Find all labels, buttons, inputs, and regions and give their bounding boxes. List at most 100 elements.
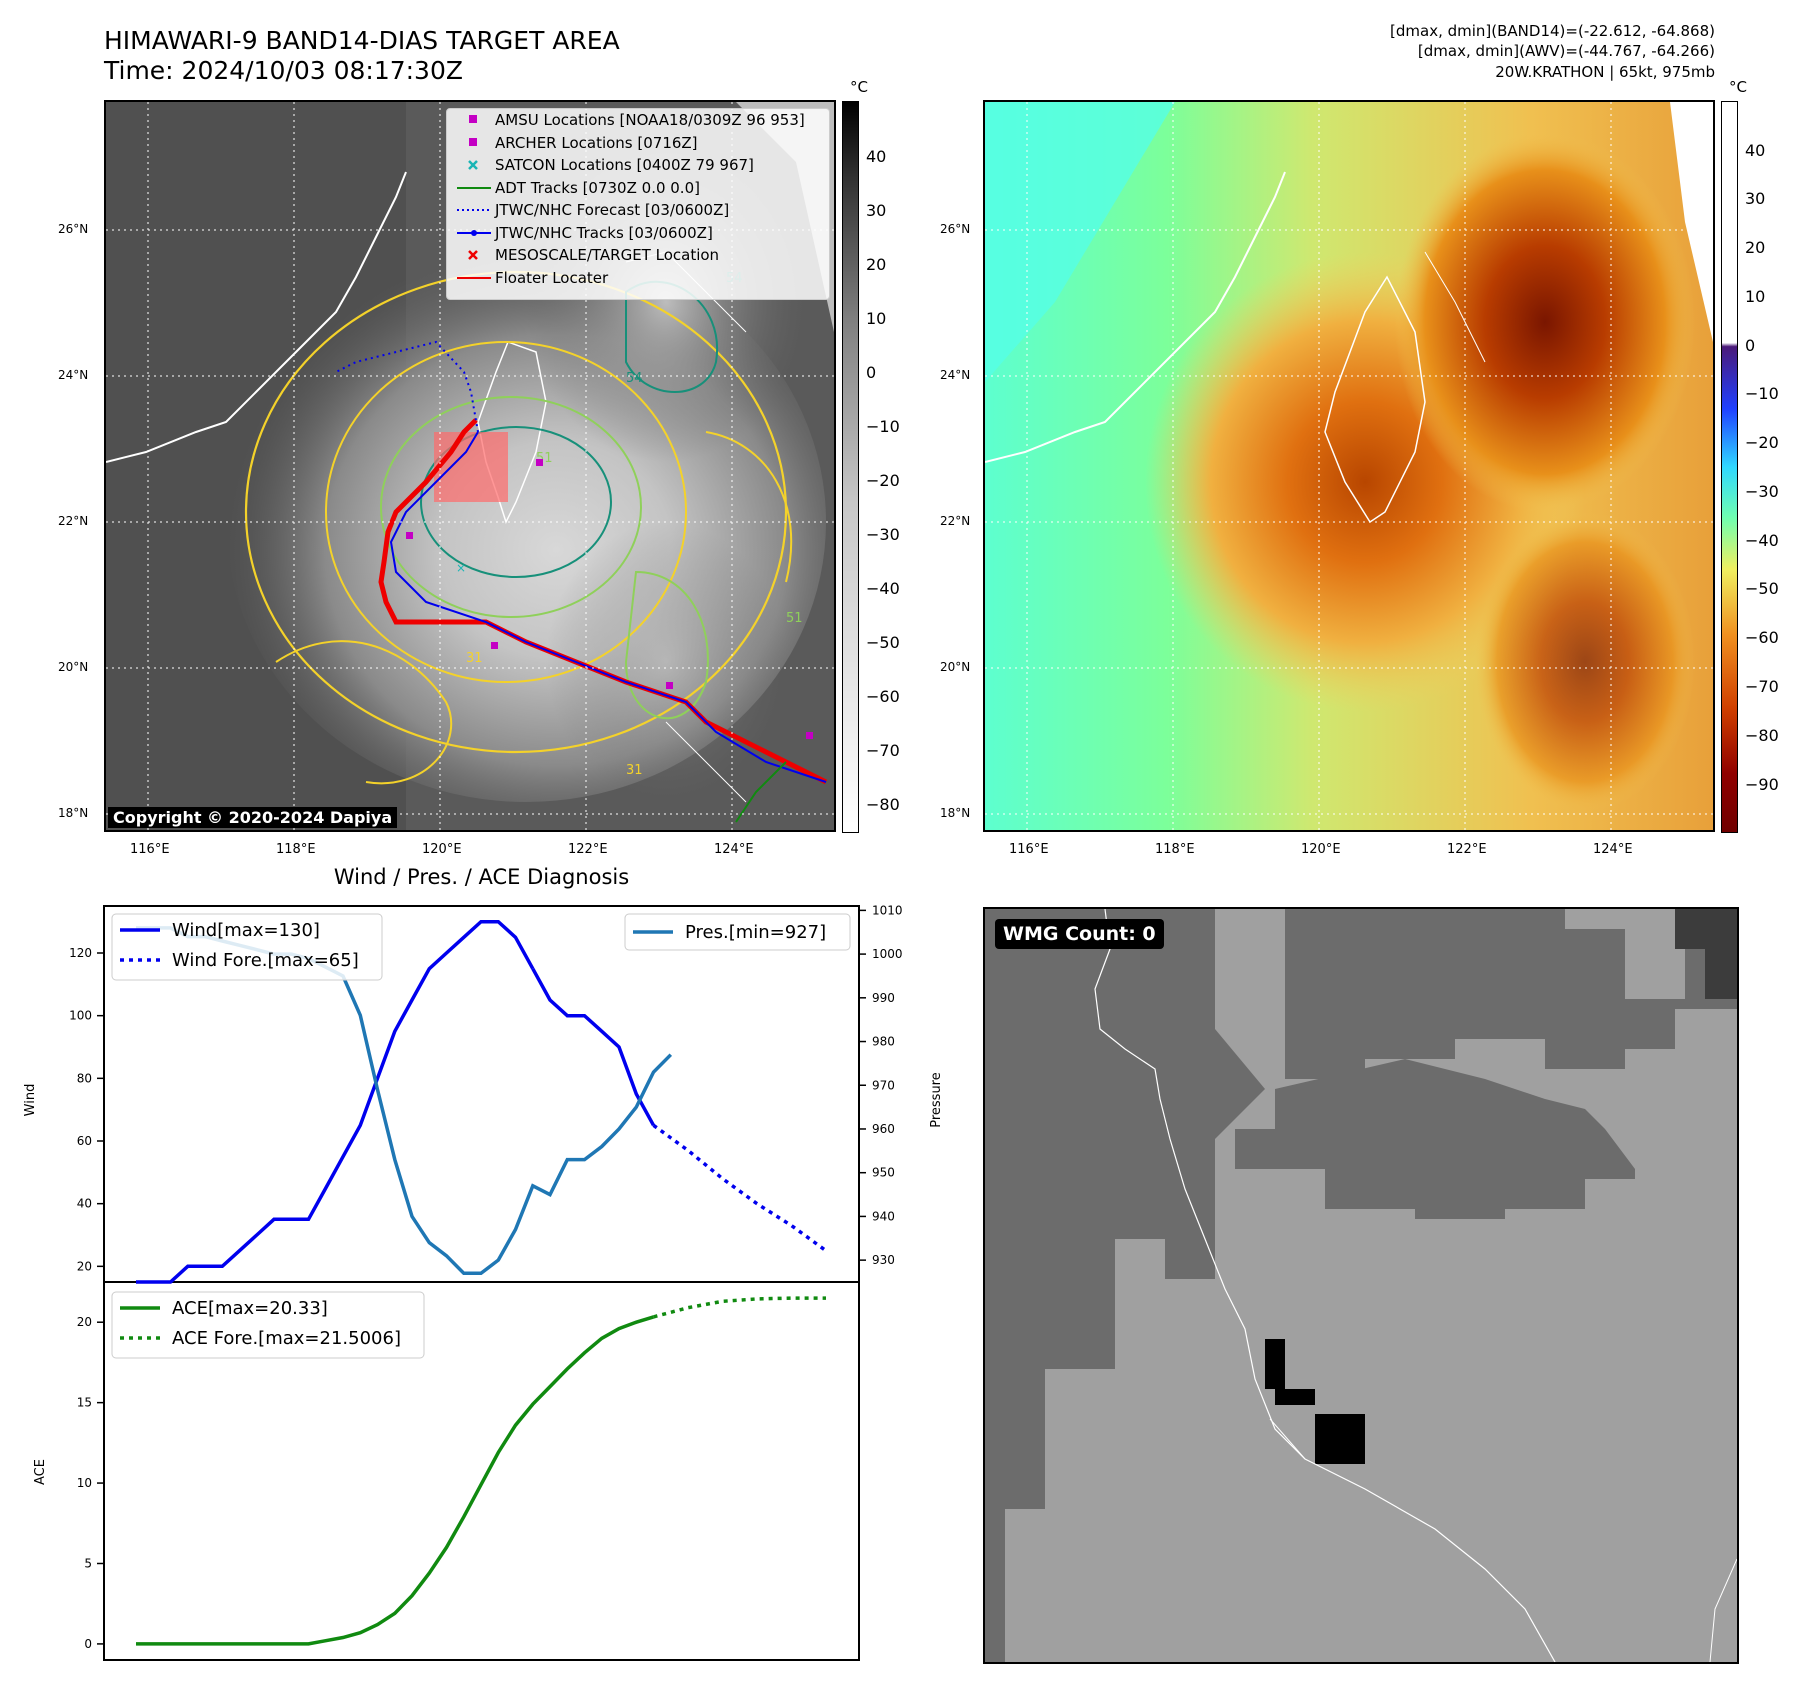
colorbar-tick: −70 bbox=[866, 741, 900, 760]
color-ir-data-edge bbox=[1670, 102, 1713, 342]
ace-series bbox=[136, 1296, 826, 1646]
legend-item-satcon: SATCON Locations [0400Z 79 967] bbox=[447, 154, 829, 177]
colorbar-tick: −50 bbox=[1745, 579, 1779, 598]
blue-line-dots-icon bbox=[457, 229, 491, 236]
info-awv-range: [dmax, dmin](AWV)=(-44.767, -64.266) bbox=[1417, 42, 1715, 60]
ace-forecast-legend-label: ACE Fore.[max=21.5006] bbox=[172, 1328, 401, 1349]
wmg-panel: WMG Count: 0 bbox=[983, 907, 1739, 1664]
colorbar-tick: 0 bbox=[866, 363, 877, 382]
contour-label: 51 bbox=[786, 611, 803, 626]
wind-y-axis: 20 40 60 80 100 120 bbox=[69, 946, 104, 1273]
archer-location-marker bbox=[806, 732, 813, 739]
wmg-cell bbox=[1265, 1339, 1285, 1389]
info-band14-range: [dmax, dmin](BAND14)=(-22.612, -64.868) bbox=[1390, 22, 1715, 40]
colorbar-tick: −20 bbox=[1745, 433, 1779, 452]
magenta-square-icon bbox=[469, 137, 477, 146]
wmg-cell bbox=[1275, 1389, 1315, 1405]
ace-axes bbox=[103, 1281, 860, 1661]
y-tick-label: 0 bbox=[84, 1637, 92, 1651]
color-ir-coastline-china bbox=[985, 171, 1286, 463]
y-tick-label: 60 bbox=[77, 1134, 92, 1148]
colorbar-tick: −20 bbox=[866, 471, 900, 490]
wind-series bbox=[136, 919, 828, 1284]
colorbar-tick: −80 bbox=[866, 795, 900, 814]
map-legend: AMSU Locations [NOAA18/0309Z 96 953] ARC… bbox=[446, 108, 830, 300]
colorbar-tick: 20 bbox=[1745, 238, 1766, 257]
wind-axis-label: Wind bbox=[23, 1084, 38, 1117]
ir-coastline-taiwan bbox=[477, 341, 547, 524]
legend-item-jtwc-tracks: JTWC/NHC Tracks [03/0600Z] bbox=[447, 222, 829, 245]
lon-label: 124°E bbox=[1593, 842, 1633, 857]
color-ir-map-grid bbox=[985, 102, 1713, 830]
colorbar-tick: 10 bbox=[1745, 287, 1766, 306]
y-tick-label: 120 bbox=[69, 946, 92, 960]
lat-label: 20°N bbox=[940, 660, 971, 674]
lon-label: 122°E bbox=[568, 842, 608, 857]
contour-label: 54 bbox=[626, 371, 643, 386]
legend-item-mesoscale: MESOSCALE/TARGET Location bbox=[447, 244, 829, 267]
lat-label: 22°N bbox=[58, 514, 89, 528]
color-ir-cloud-band bbox=[1395, 132, 1695, 512]
colorbar-tick: −40 bbox=[866, 579, 900, 598]
colorbar-tick: −50 bbox=[866, 633, 900, 652]
y-tick-label: 990 bbox=[872, 991, 895, 1005]
legend-item-jtwc-forecast: JTWC/NHC Forecast [03/0600Z] bbox=[447, 199, 829, 222]
red-line-icon bbox=[457, 276, 491, 279]
legend-item-adt: ADT Tracks [0730Z 0.0 0.0] bbox=[447, 177, 829, 200]
wmg-region-north bbox=[1285, 909, 1737, 1079]
wind-legend: Wind[max=130] Wind Fore.[max=65] bbox=[111, 913, 383, 981]
wmg-count-badge: WMG Count: 0 bbox=[995, 919, 1164, 949]
wmg-region-dark bbox=[985, 909, 1265, 1439]
color-ir-colorbar bbox=[1721, 101, 1738, 833]
pressure-legend-label: Pres.[min=927] bbox=[685, 922, 826, 943]
colorbar-tick: −60 bbox=[1745, 628, 1779, 647]
contour-teal-ring bbox=[420, 426, 612, 578]
y-tick-label: 20 bbox=[77, 1259, 92, 1273]
colorbar-tick: −80 bbox=[1745, 726, 1779, 745]
pressure-legend: Pres.[min=927] bbox=[624, 913, 851, 951]
ir-coastline-china bbox=[106, 171, 407, 463]
y-tick-label: 960 bbox=[872, 1122, 895, 1136]
y-tick-label: 930 bbox=[872, 1253, 895, 1267]
contour-label: 31 bbox=[626, 763, 643, 778]
lon-label: 120°E bbox=[422, 842, 462, 857]
series-line-1 bbox=[531, 967, 656, 1127]
ace-axis-label: ACE bbox=[33, 1459, 48, 1485]
y-tick-label: 15 bbox=[77, 1396, 92, 1410]
wmg-canvas bbox=[985, 909, 1737, 1662]
pressure-axis-label: Pressure bbox=[929, 1072, 944, 1128]
y-tick-label: 40 bbox=[77, 1197, 92, 1211]
lon-label: 116°E bbox=[130, 842, 170, 857]
ir-map-panel: 54 54 51 51 31 31 × bbox=[104, 100, 836, 832]
y-tick-label: 940 bbox=[872, 1209, 895, 1223]
colorbar-tick: 0 bbox=[1745, 336, 1756, 355]
lat-label: 18°N bbox=[940, 806, 971, 820]
colorbar-tick: −10 bbox=[1745, 384, 1779, 403]
colorbar-tick: 40 bbox=[866, 147, 887, 166]
colorbar-tick: −30 bbox=[866, 525, 900, 544]
amsu-location-marker bbox=[536, 459, 543, 466]
jtwc-track bbox=[389, 431, 827, 783]
legend-item-amsu: AMSU Locations [NOAA18/0309Z 96 953] bbox=[447, 109, 829, 132]
red-x-icon bbox=[468, 250, 478, 260]
chart-title: HIMAWARI-9 BAND14-DIAS TARGET AREA bbox=[104, 26, 620, 55]
wind-forecast-legend-label: Wind Fore.[max=65] bbox=[172, 950, 359, 971]
legend-item-floater: Floater Locater bbox=[447, 267, 829, 290]
lat-label: 22°N bbox=[940, 514, 971, 528]
y-tick-label: 100 bbox=[69, 1009, 92, 1023]
y-tick-label: 980 bbox=[872, 1035, 895, 1049]
color-ir-map-canvas bbox=[985, 102, 1713, 830]
lat-label: 24°N bbox=[940, 368, 971, 382]
colorbar-tick: −60 bbox=[866, 687, 900, 706]
wmg-cell bbox=[1315, 1414, 1365, 1464]
legend-item-archer: ARCHER Locations [0716Z] bbox=[447, 132, 829, 155]
diagnosis-title: Wind / Pres. / ACE Diagnosis bbox=[333, 865, 630, 889]
colorbar-unit: °C bbox=[1729, 78, 1747, 96]
wind-legend-label: Wind[max=130] bbox=[172, 920, 320, 941]
archer-location-marker bbox=[406, 532, 413, 539]
y-tick-label: 970 bbox=[872, 1078, 895, 1092]
lon-label: 120°E bbox=[1301, 842, 1341, 857]
lat-label: 26°N bbox=[58, 222, 89, 236]
lon-label: 116°E bbox=[1009, 842, 1049, 857]
